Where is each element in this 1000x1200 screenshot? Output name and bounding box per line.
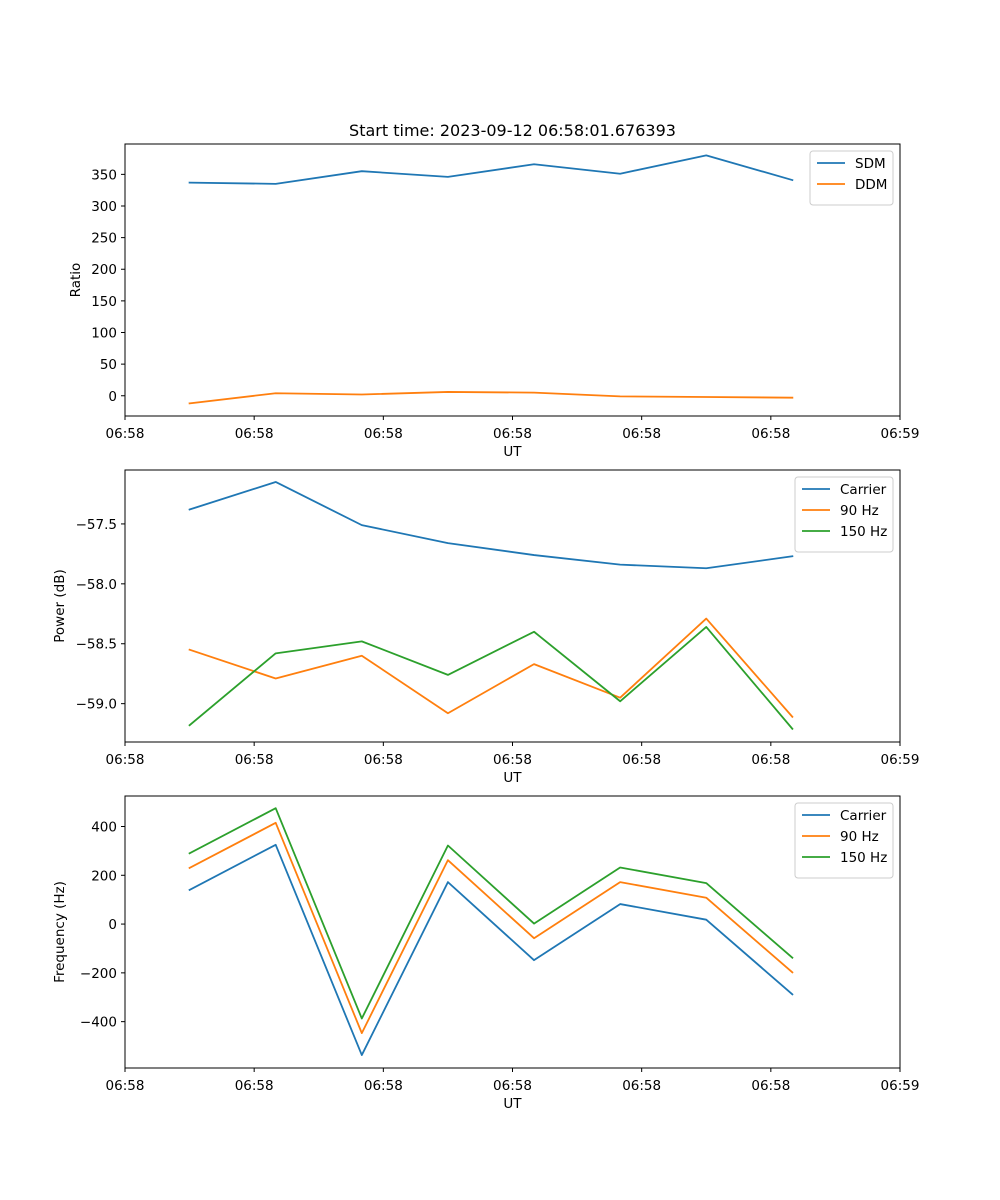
x-tick-label: 06:58 <box>235 752 274 768</box>
y-tick-label: −57.5 <box>76 517 117 533</box>
series-line-carrier <box>188 843 794 1056</box>
x-tick-label: 06:58 <box>493 1078 532 1094</box>
y-tick-label: 0 <box>108 389 117 405</box>
series-line-150-hz <box>188 807 794 1020</box>
y-tick-label: −58.0 <box>76 577 117 593</box>
y-tick-label: 350 <box>91 167 117 183</box>
x-tick-label: 06:58 <box>751 426 790 442</box>
y-tick-label: 0 <box>108 917 117 933</box>
y-tick-label: 200 <box>91 868 117 884</box>
series-line-90-hz <box>188 821 794 1035</box>
x-tick-label: 06:58 <box>622 426 661 442</box>
axes-frame <box>124 469 901 743</box>
x-tick-label: 06:58 <box>493 752 532 768</box>
x-tick-label: 06:59 <box>881 426 920 442</box>
legend: SDM DDM <box>809 150 894 206</box>
series-line-carrier <box>188 481 794 570</box>
chart-title: Start time: 2023-09-12 06:58:01.676393 <box>349 121 676 140</box>
x-tick-label: 06:58 <box>364 752 403 768</box>
legend-label: Carrier <box>840 482 887 498</box>
legend-label: SDM <box>855 156 886 172</box>
legend-frame <box>809 150 894 206</box>
legend-label: DDM <box>855 177 887 193</box>
legend-label: 150 Hz <box>840 524 887 540</box>
y-tick-label: −58.5 <box>76 637 117 653</box>
x-axis-label: UT <box>503 1096 522 1112</box>
legend-label: 90 Hz <box>840 829 879 845</box>
legend-frame <box>794 802 894 879</box>
x-tick-label: 06:58 <box>751 752 790 768</box>
x-tick-label: 06:58 <box>364 1078 403 1094</box>
x-tick-label: 06:58 <box>106 752 145 768</box>
axes-frame <box>124 795 901 1069</box>
x-tick-label: 06:59 <box>881 1078 920 1094</box>
chart-panel-1: 06:58 06:58 06:58 06:58 06:58 06:58 06:59 0 50 10… <box>68 121 919 460</box>
y-tick-label: −200 <box>80 966 117 982</box>
x-tick-label: 06:58 <box>751 1078 790 1094</box>
y-tick-label: 250 <box>91 231 117 247</box>
y-tick-label: 150 <box>91 294 117 310</box>
y-axis-label: Frequency (Hz) <box>52 881 68 983</box>
x-tick-label: 06:58 <box>235 426 274 442</box>
y-tick-label: 400 <box>91 819 117 835</box>
legend-label: 90 Hz <box>840 503 879 519</box>
x-axis-label: UT <box>503 770 522 786</box>
x-tick-label: 06:58 <box>622 752 661 768</box>
series-line-150-hz <box>188 626 794 731</box>
y-tick-label: −400 <box>80 1015 117 1031</box>
x-tick-label: 06:58 <box>106 1078 145 1094</box>
y-axis-label: Ratio <box>68 263 84 298</box>
x-tick-label: 06:58 <box>364 426 403 442</box>
y-tick-label: 50 <box>100 357 117 373</box>
x-tick-label: 06:58 <box>622 1078 661 1094</box>
chart-panel-3: 06:58 06:58 06:58 06:58 06:58 06:58 06:59 −400 −… <box>52 795 920 1112</box>
y-tick-label: 300 <box>91 199 117 215</box>
series-line-sdm <box>188 154 794 185</box>
legend-label: 150 Hz <box>840 850 887 866</box>
legend-label: Carrier <box>840 808 887 824</box>
y-tick-label: 200 <box>91 262 117 278</box>
legend-frame <box>794 476 894 553</box>
y-tick-label: 100 <box>91 326 117 342</box>
y-tick-label: −59.0 <box>76 697 117 713</box>
y-axis-label: Power (dB) <box>52 569 68 642</box>
x-tick-label: 06:58 <box>235 1078 274 1094</box>
series-line-ddm <box>188 391 794 405</box>
chart-panel-2: 06:58 06:58 06:58 06:58 06:58 06:58 06:59 −59.0… <box>52 469 920 786</box>
legend: Carrier 90 Hz 150 Hz <box>794 802 894 879</box>
series-line-90-hz <box>188 617 794 719</box>
legend: Carrier 90 Hz 150 Hz <box>794 476 894 553</box>
x-tick-label: 06:58 <box>493 426 532 442</box>
x-axis-label: UT <box>503 444 522 460</box>
x-tick-label: 06:59 <box>881 752 920 768</box>
axes-frame <box>124 143 901 417</box>
x-tick-label: 06:58 <box>106 426 145 442</box>
